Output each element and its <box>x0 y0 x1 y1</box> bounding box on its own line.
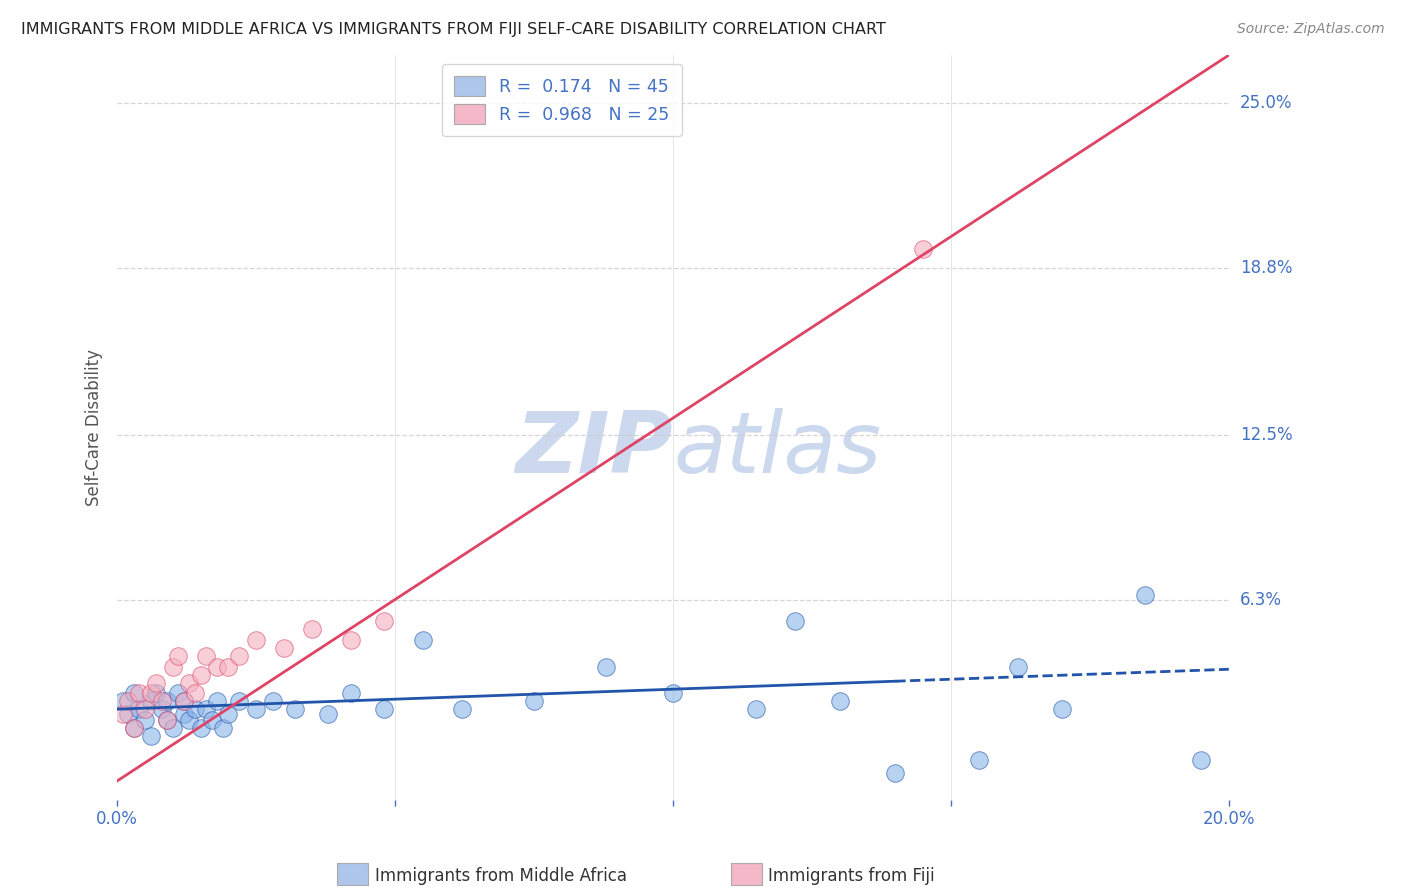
Text: Immigrants from Middle Africa: Immigrants from Middle Africa <box>375 867 627 885</box>
Point <box>967 753 990 767</box>
Point <box>167 648 190 663</box>
Point <box>450 702 472 716</box>
Point <box>184 702 207 716</box>
Point <box>134 702 156 716</box>
Point <box>262 694 284 708</box>
Point <box>373 702 395 716</box>
Point <box>662 686 685 700</box>
Point <box>195 648 218 663</box>
Point <box>139 686 162 700</box>
Point <box>245 702 267 716</box>
Point <box>150 694 173 708</box>
Point <box>745 702 768 716</box>
Point <box>284 702 307 716</box>
Point <box>884 766 907 780</box>
Point <box>111 707 134 722</box>
Point <box>173 694 195 708</box>
Point <box>228 694 250 708</box>
Point <box>162 659 184 673</box>
Point <box>184 686 207 700</box>
Point <box>1189 753 1212 767</box>
Point <box>207 694 229 708</box>
Point <box>190 667 212 681</box>
Point <box>173 694 195 708</box>
Point <box>122 686 145 700</box>
Point <box>156 713 179 727</box>
Point <box>211 721 233 735</box>
Point <box>128 702 150 716</box>
Point <box>318 707 340 722</box>
Text: 25.0%: 25.0% <box>1240 94 1292 112</box>
Point <box>412 633 434 648</box>
Point <box>339 633 361 648</box>
Point <box>122 721 145 735</box>
Point <box>117 694 139 708</box>
Point <box>207 659 229 673</box>
Point <box>373 615 395 629</box>
Point <box>173 707 195 722</box>
Point <box>228 648 250 663</box>
Point <box>122 721 145 735</box>
Text: IMMIGRANTS FROM MIDDLE AFRICA VS IMMIGRANTS FROM FIJI SELF-CARE DISABILITY CORRE: IMMIGRANTS FROM MIDDLE AFRICA VS IMMIGRA… <box>21 22 886 37</box>
Point <box>111 694 134 708</box>
Point <box>139 729 162 743</box>
Point <box>134 713 156 727</box>
Point <box>1050 702 1073 716</box>
Text: Immigrants from Fiji: Immigrants from Fiji <box>768 867 935 885</box>
Point <box>828 694 851 708</box>
Y-axis label: Self-Care Disability: Self-Care Disability <box>86 349 103 506</box>
Point <box>1007 659 1029 673</box>
Point <box>273 640 295 655</box>
Point <box>179 713 201 727</box>
Point <box>139 694 162 708</box>
Point <box>117 707 139 722</box>
Text: Source: ZipAtlas.com: Source: ZipAtlas.com <box>1237 22 1385 37</box>
Point <box>785 615 807 629</box>
Text: ZIP: ZIP <box>516 409 673 491</box>
Point <box>1135 588 1157 602</box>
Point <box>128 686 150 700</box>
Point <box>162 721 184 735</box>
Point <box>145 686 167 700</box>
Point <box>201 713 224 727</box>
Point <box>145 675 167 690</box>
Text: 18.8%: 18.8% <box>1240 259 1292 277</box>
Legend: R =  0.174   N = 45, R =  0.968   N = 25: R = 0.174 N = 45, R = 0.968 N = 25 <box>441 64 682 136</box>
Point <box>156 694 179 708</box>
Point <box>217 707 239 722</box>
Point <box>167 686 190 700</box>
Point <box>190 721 212 735</box>
Point <box>301 623 323 637</box>
Text: atlas: atlas <box>673 409 882 491</box>
Point <box>195 702 218 716</box>
Point <box>156 713 179 727</box>
Point <box>179 675 201 690</box>
Point <box>523 694 546 708</box>
Point <box>595 659 617 673</box>
Point <box>339 686 361 700</box>
Text: 6.3%: 6.3% <box>1240 591 1282 609</box>
Point <box>150 702 173 716</box>
Text: 12.5%: 12.5% <box>1240 426 1292 444</box>
Point <box>217 659 239 673</box>
Point <box>912 242 935 256</box>
Point <box>245 633 267 648</box>
